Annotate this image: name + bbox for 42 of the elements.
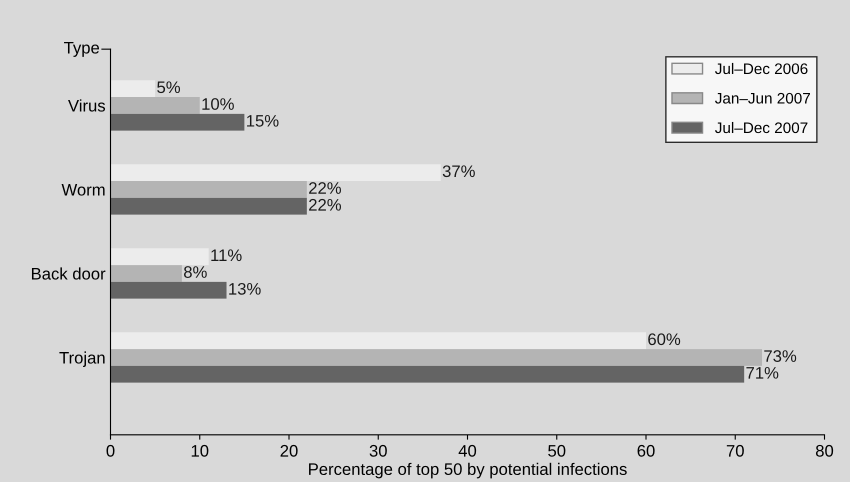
x-tick-label: 20 xyxy=(280,444,298,457)
bar xyxy=(110,248,209,266)
data-label: 60% xyxy=(648,333,680,346)
y-tick-label: Virus xyxy=(68,99,106,112)
data-label: 37% xyxy=(442,165,475,178)
x-tick-label: 80 xyxy=(816,444,834,457)
bar xyxy=(110,80,156,98)
y-tick-label: Trojan xyxy=(59,351,105,367)
legend-label: Jan–Jun 2007 xyxy=(715,92,810,104)
x-tick-label: 10 xyxy=(192,444,208,457)
data-label: 10% xyxy=(202,98,234,110)
bar xyxy=(110,349,762,366)
bar xyxy=(110,198,307,215)
x-tick-label: 0 xyxy=(106,444,114,457)
y-axis-title: Type xyxy=(64,42,100,57)
legend-label: Jul–Dec 2006 xyxy=(715,62,808,74)
x-tick-label: 30 xyxy=(370,444,387,457)
bar xyxy=(110,114,244,131)
y-tick-label: Worm xyxy=(62,184,105,196)
bar xyxy=(110,282,227,299)
x-tick-label: 50 xyxy=(548,444,566,457)
x-tick-label: 70 xyxy=(726,444,744,457)
bar xyxy=(110,164,441,182)
bar xyxy=(110,366,744,383)
data-label: 22% xyxy=(309,182,342,194)
bar xyxy=(110,332,646,350)
data-label: 73% xyxy=(764,350,796,362)
data-label: 5% xyxy=(157,81,180,94)
data-label: 13% xyxy=(229,282,261,295)
bar xyxy=(110,181,307,198)
bar xyxy=(110,265,182,282)
data-label: 15% xyxy=(247,114,279,127)
data-label: 22% xyxy=(309,198,342,211)
data-label: 71% xyxy=(746,367,778,379)
bar xyxy=(110,97,200,114)
legend-label: Jul–Dec 2007 xyxy=(715,122,808,134)
data-label: 8% xyxy=(184,266,207,278)
x-axis-title: Percentage of top 50 by potential infections xyxy=(309,462,627,478)
x-tick-label: 40 xyxy=(458,444,476,457)
x-tick-label: 60 xyxy=(638,444,655,457)
y-tick-label: Back door xyxy=(32,267,106,280)
data-label: 11% xyxy=(211,249,242,262)
